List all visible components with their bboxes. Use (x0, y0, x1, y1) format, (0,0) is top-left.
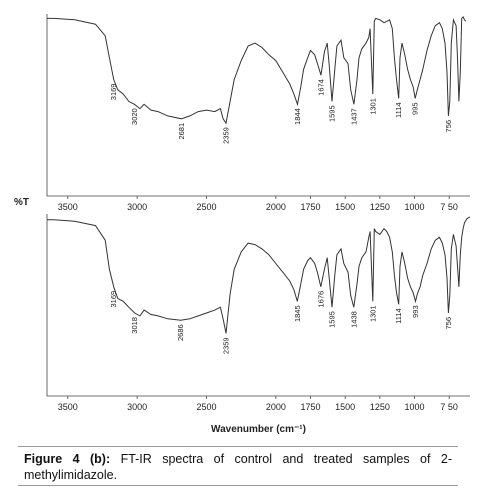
x-tick-label: 1250 (370, 402, 390, 412)
x-tick-label: 3000 (127, 202, 147, 212)
x-tick-label: 3000 (127, 402, 147, 412)
peak-label: 756 (444, 120, 453, 133)
x-tick-label: 1750 (300, 202, 320, 212)
x-tick-label: 7 50 (440, 402, 458, 412)
peak-label: 1844 (293, 108, 302, 125)
peak-label: 2359 (222, 127, 231, 144)
x-tick-label: 2500 (196, 202, 216, 212)
peak-label: 1437 (349, 108, 358, 125)
peak-label: 3020 (130, 108, 139, 125)
peak-label: 995 (411, 102, 420, 115)
peak-label: 2359 (222, 337, 231, 354)
caption-label: Figure 4 (b): (24, 452, 111, 466)
x-tick-label: 2000 (266, 202, 286, 212)
peak-label: 3018 (130, 317, 139, 334)
axis-frame (46, 214, 470, 397)
spectrum-line (47, 216, 471, 334)
y-axis-label: %T (14, 197, 29, 208)
x-axis-label: Wavenumber (cm⁻¹) (211, 424, 306, 435)
x-tick-label: 1500 (335, 202, 355, 212)
caption-text: FT-IR spectra of control and treated sam… (24, 452, 452, 482)
peak-label: 1674 (317, 79, 326, 96)
x-tick-label: 1750 (300, 402, 320, 412)
figure: 3500 3000 2500 2000 1750 1500 1250 1000 7 503169… (14, 14, 471, 435)
peak-label: 993 (411, 305, 420, 318)
peak-label: 3169 (109, 84, 118, 101)
peak-label: 1595 (328, 105, 337, 122)
peak-label: 756 (444, 317, 453, 330)
x-tick-label: 3500 (58, 402, 78, 412)
x-tick-label: 3500 (58, 202, 78, 212)
axis-frame (46, 14, 470, 197)
peak-label: 1114 (394, 102, 403, 118)
x-tick-label: 1000 (405, 402, 425, 412)
x-tick-label: 1000 (405, 202, 425, 212)
caption: Figure 4 (b): FT-IR spectra of control a… (18, 446, 458, 486)
peak-label: 1301 (368, 98, 377, 115)
peak-label: 1676 (316, 291, 325, 308)
peak-label: 2686 (176, 324, 185, 341)
peak-label: 1301 (368, 305, 377, 322)
x-tick-label: 7 50 (440, 202, 458, 212)
peak-label: 3169 (109, 291, 118, 308)
x-tick-label: 2500 (196, 402, 216, 412)
x-tick-label: 2000 (266, 402, 286, 412)
peak-label: 2681 (177, 123, 186, 140)
peak-label: 1438 (349, 311, 358, 328)
x-tick-label: 1500 (335, 402, 355, 412)
spectrum-line (47, 16, 467, 125)
x-tick-label: 1250 (370, 202, 390, 212)
peak-label: 1845 (293, 305, 302, 322)
peak-label: 1114 (394, 308, 403, 324)
peak-label: 1595 (328, 311, 337, 328)
